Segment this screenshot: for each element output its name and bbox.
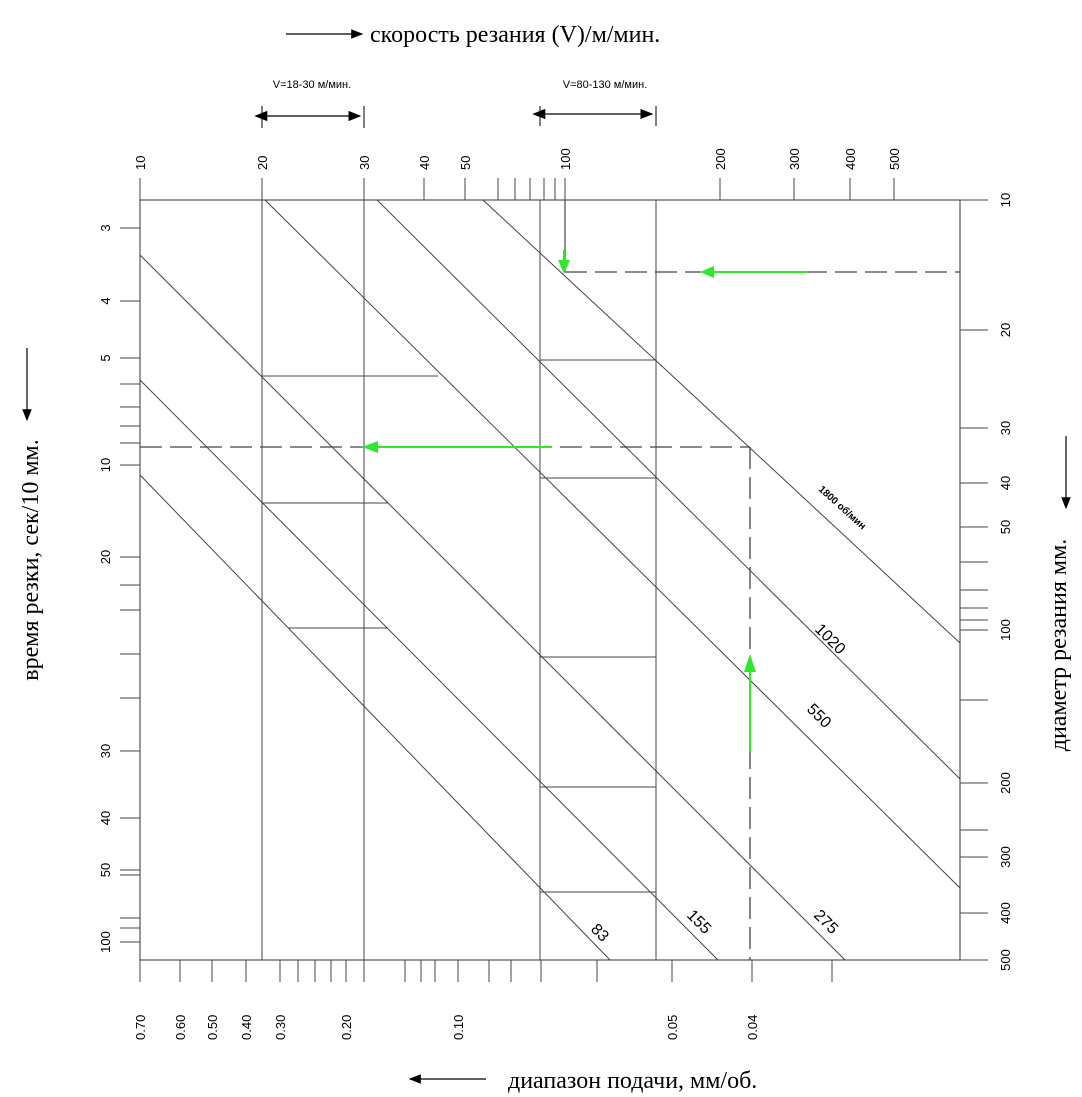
speed-tick-label: 200 [713, 148, 728, 170]
diameter-tick-label: 10 [998, 193, 1013, 207]
diameter-tick-label: 500 [998, 949, 1013, 971]
title-cutting-diameter: диаметр резания мм. [1046, 539, 1072, 752]
time-tick-label: 4 [98, 297, 113, 304]
guide-arrowhead [744, 654, 756, 672]
diameter-tick-label: 400 [998, 902, 1013, 924]
rpm-lines [139, 199, 961, 961]
example-path [140, 200, 960, 960]
speed-tick-label: 300 [787, 148, 802, 170]
time-tick-label: 10 [98, 458, 113, 472]
rpm-label-550: 550 [803, 701, 834, 732]
diameter-axis: 10 20 30 40 50 100 200 300 400 500 [960, 193, 1013, 971]
speed-tick-label: 50 [458, 156, 473, 170]
diameter-tick-label: 200 [998, 772, 1013, 794]
guide-arrowhead [700, 266, 714, 278]
feed-tick-label: 0.20 [339, 1015, 354, 1040]
horizontal-segments [262, 359, 656, 893]
feed-tick-label: 0.60 [173, 1015, 188, 1040]
speed-range-80-130: V=80-130 м/мин. [532, 79, 657, 126]
rpm-label-1020: 1020 [811, 621, 848, 658]
time-tick-label: 40 [98, 811, 113, 825]
diameter-tick-label: 100 [998, 619, 1013, 641]
rpm-line-1800 [482, 199, 961, 644]
title-left-group: время резки, сек/10 мм. [18, 348, 44, 681]
time-tick-label: 50 [98, 863, 113, 877]
time-tick-label: 20 [98, 550, 113, 564]
plot-frame [139, 199, 961, 961]
time-tick-label: 3 [98, 224, 113, 231]
time-tick-label: 30 [98, 744, 113, 758]
rpm-line-1020 [376, 199, 961, 780]
diameter-tick-label: 20 [998, 323, 1013, 337]
title-top-group: скорость резания (V)/м/мин. [286, 22, 660, 48]
speed-tick-label: 30 [357, 156, 372, 170]
time-tick-label: 100 [98, 931, 113, 953]
diameter-tick-label: 30 [998, 421, 1013, 435]
guide-arrowhead [362, 441, 378, 453]
rpm-label-83: 83 [587, 921, 612, 946]
feed-tick-label: 0.50 [205, 1015, 220, 1040]
rpm-labels: 1800 об/мин 1020 550 275 155 83 [587, 483, 868, 945]
speed-gridlines [261, 200, 657, 960]
diameter-tick-label: 50 [998, 520, 1013, 534]
diameter-tick-label: 40 [998, 476, 1013, 490]
diameter-tick-label: 300 [998, 846, 1013, 868]
rpm-label-155: 155 [683, 907, 714, 938]
speed-range-label: V=80-130 м/мин. [563, 79, 648, 91]
title-right-group: диаметр резания мм. [1046, 436, 1072, 751]
feed-tick-label: 0.10 [451, 1015, 466, 1040]
rpm-label-275: 275 [810, 907, 841, 938]
rpm-label-1800: 1800 об/мин [816, 483, 868, 532]
guide-arrows [362, 250, 808, 752]
title-bottom-group: диапазон подачи, мм/об. [408, 1068, 757, 1094]
speed-axis: 10 20 30 40 50 100 200 300 400 500 [133, 148, 902, 200]
speed-range-18-30: V=18-30 м/мин. [254, 79, 365, 128]
speed-tick-label: 40 [417, 156, 432, 170]
feed-tick-label: 0.04 [745, 1015, 760, 1040]
feed-tick-label: 0.30 [273, 1015, 288, 1040]
title-cutting-speed: скорость резания (V)/м/мин. [370, 22, 660, 48]
rpm-line-275 [139, 254, 846, 961]
speed-range-label: V=18-30 м/мин. [273, 79, 351, 91]
rpm-line-83 [139, 474, 611, 961]
feed-axis: 0.70 0.60 0.50 0.40 0.30 0.20 0.10 0.05 0.04 [133, 960, 833, 1040]
speed-tick-label: 20 [255, 156, 270, 170]
feed-tick-label: 0.40 [239, 1015, 254, 1040]
speed-tick-label: 10 [133, 156, 148, 170]
time-tick-label: 5 [98, 354, 113, 361]
guide-arrowhead [558, 260, 570, 274]
title-cutting-time: время резки, сек/10 мм. [18, 439, 44, 680]
speed-tick-label: 500 [887, 148, 902, 170]
feed-tick-label: 0.05 [665, 1015, 680, 1040]
rpm-line-155 [139, 379, 719, 961]
speed-tick-label: 100 [558, 148, 573, 170]
rpm-line-550 [264, 199, 961, 889]
time-axis: 3 4 5 10 20 30 40 50 100 [98, 224, 140, 953]
speed-tick-label: 400 [843, 148, 858, 170]
feed-tick-label: 0.70 [133, 1015, 148, 1040]
title-feed-range: диапазон подачи, мм/об. [508, 1068, 757, 1094]
